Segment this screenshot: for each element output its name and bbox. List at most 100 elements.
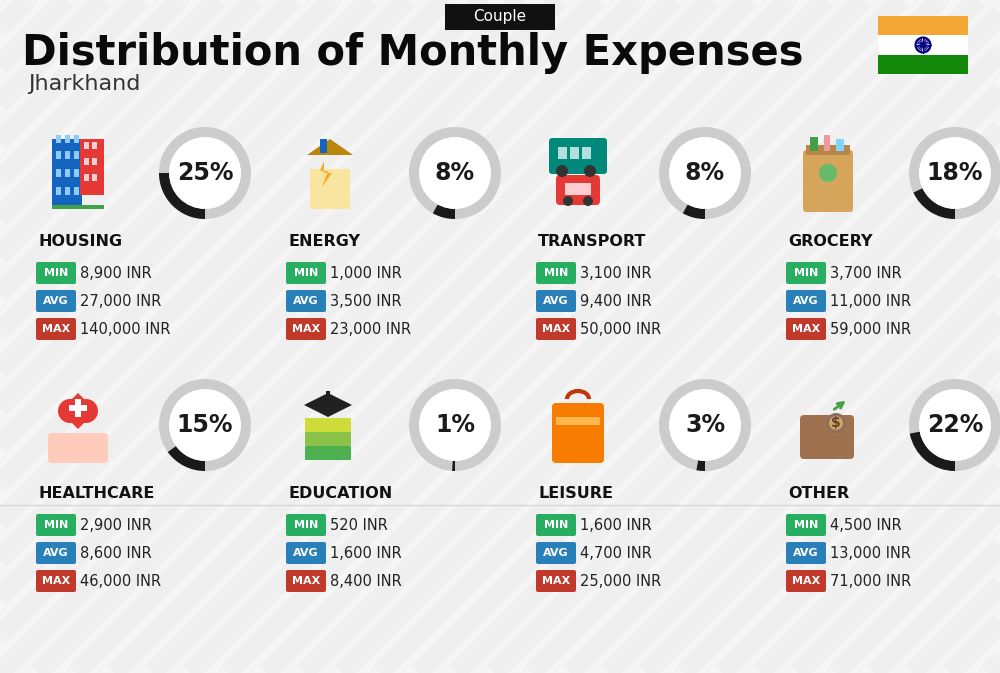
Text: MIN: MIN xyxy=(294,520,318,530)
Bar xyxy=(878,36,968,55)
Text: 46,000 INR: 46,000 INR xyxy=(80,573,161,588)
Text: MIN: MIN xyxy=(294,268,318,278)
Polygon shape xyxy=(320,161,332,187)
FancyBboxPatch shape xyxy=(36,318,76,340)
FancyBboxPatch shape xyxy=(549,138,607,174)
Text: 8%: 8% xyxy=(435,161,475,185)
Text: MIN: MIN xyxy=(44,268,68,278)
Text: GROCERY: GROCERY xyxy=(788,234,872,248)
Circle shape xyxy=(819,164,837,182)
Bar xyxy=(310,169,350,209)
Polygon shape xyxy=(304,393,352,417)
Wedge shape xyxy=(696,460,705,471)
Text: $: $ xyxy=(831,416,841,430)
FancyBboxPatch shape xyxy=(305,432,351,446)
FancyBboxPatch shape xyxy=(36,514,76,536)
Wedge shape xyxy=(159,173,205,219)
Text: 50,000 INR: 50,000 INR xyxy=(580,322,661,336)
Text: MIN: MIN xyxy=(544,520,568,530)
Bar xyxy=(56,187,61,195)
Wedge shape xyxy=(909,379,1000,471)
Text: AVG: AVG xyxy=(293,296,319,306)
Text: 15%: 15% xyxy=(177,413,233,437)
FancyBboxPatch shape xyxy=(536,570,576,592)
Circle shape xyxy=(169,137,241,209)
Text: 1,000 INR: 1,000 INR xyxy=(330,266,402,281)
FancyBboxPatch shape xyxy=(536,290,576,312)
Bar xyxy=(836,139,844,151)
Circle shape xyxy=(829,416,843,430)
Text: 3,100 INR: 3,100 INR xyxy=(580,266,652,281)
Text: 8,900 INR: 8,900 INR xyxy=(80,266,152,281)
FancyBboxPatch shape xyxy=(552,403,604,463)
FancyBboxPatch shape xyxy=(36,570,76,592)
Text: TRANSPORT: TRANSPORT xyxy=(538,234,646,248)
Text: 27,000 INR: 27,000 INR xyxy=(80,293,161,308)
Bar xyxy=(558,147,567,159)
Text: 22%: 22% xyxy=(927,413,983,437)
Bar xyxy=(878,16,968,36)
FancyBboxPatch shape xyxy=(536,514,576,536)
Bar xyxy=(65,187,70,195)
Circle shape xyxy=(826,413,846,433)
Text: MAX: MAX xyxy=(292,324,320,334)
Bar xyxy=(806,145,850,155)
Text: 71,000 INR: 71,000 INR xyxy=(830,573,911,588)
Bar xyxy=(69,405,87,411)
Bar xyxy=(810,137,818,151)
Wedge shape xyxy=(159,379,251,471)
FancyBboxPatch shape xyxy=(786,290,826,312)
Bar xyxy=(52,139,82,207)
Wedge shape xyxy=(659,127,751,219)
Wedge shape xyxy=(452,461,455,471)
Bar xyxy=(65,135,70,143)
FancyBboxPatch shape xyxy=(36,542,76,564)
Wedge shape xyxy=(168,446,205,471)
Text: MAX: MAX xyxy=(792,576,820,586)
Text: 8,600 INR: 8,600 INR xyxy=(80,546,152,561)
Wedge shape xyxy=(910,431,955,471)
Text: MIN: MIN xyxy=(44,520,68,530)
Text: LEISURE: LEISURE xyxy=(538,485,613,501)
FancyBboxPatch shape xyxy=(48,433,108,463)
Bar xyxy=(84,158,89,165)
Text: AVG: AVG xyxy=(543,296,569,306)
Circle shape xyxy=(919,389,991,461)
Bar xyxy=(878,55,968,74)
Text: MAX: MAX xyxy=(542,576,570,586)
Bar xyxy=(65,169,70,177)
Text: 3%: 3% xyxy=(685,413,725,437)
FancyBboxPatch shape xyxy=(803,150,853,212)
FancyBboxPatch shape xyxy=(786,318,826,340)
Text: 9,400 INR: 9,400 INR xyxy=(580,293,652,308)
Text: 1%: 1% xyxy=(435,413,475,437)
Bar xyxy=(65,151,70,159)
Text: 140,000 INR: 140,000 INR xyxy=(80,322,170,336)
Wedge shape xyxy=(409,379,501,471)
Circle shape xyxy=(563,196,573,206)
Circle shape xyxy=(669,137,741,209)
Bar xyxy=(56,151,61,159)
Text: 3,700 INR: 3,700 INR xyxy=(830,266,902,281)
Bar xyxy=(75,399,81,417)
Bar xyxy=(74,169,79,177)
FancyBboxPatch shape xyxy=(536,318,576,340)
Circle shape xyxy=(669,389,741,461)
FancyBboxPatch shape xyxy=(36,290,76,312)
Wedge shape xyxy=(159,127,251,219)
FancyBboxPatch shape xyxy=(286,542,326,564)
Bar xyxy=(445,4,555,30)
Text: 11,000 INR: 11,000 INR xyxy=(830,293,911,308)
Text: AVG: AVG xyxy=(43,548,69,558)
Text: 1,600 INR: 1,600 INR xyxy=(330,546,402,561)
Text: 4,700 INR: 4,700 INR xyxy=(580,546,652,561)
Text: ENERGY: ENERGY xyxy=(288,234,360,248)
Bar xyxy=(74,151,79,159)
Text: 25%: 25% xyxy=(177,161,233,185)
FancyBboxPatch shape xyxy=(305,446,351,460)
Text: 3,500 INR: 3,500 INR xyxy=(330,293,402,308)
Bar xyxy=(80,139,104,195)
FancyBboxPatch shape xyxy=(36,262,76,284)
Circle shape xyxy=(419,389,491,461)
FancyBboxPatch shape xyxy=(305,418,351,432)
